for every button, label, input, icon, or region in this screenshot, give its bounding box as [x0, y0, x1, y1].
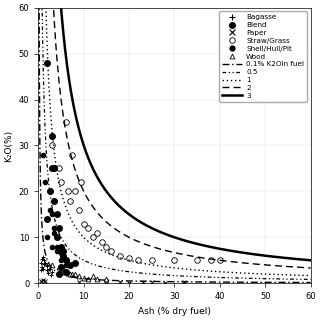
Y-axis label: K₂O(%): K₂O(%) — [4, 129, 13, 162]
Legend: Bagasse, Blend, Paper, Straw/Grass, Shell/Hull/Pit, Wood, 0.1% K2Oin fuel, 0.5, : Bagasse, Blend, Paper, Straw/Grass, Shel… — [219, 11, 307, 102]
X-axis label: Ash (% dry fuel): Ash (% dry fuel) — [138, 307, 211, 316]
